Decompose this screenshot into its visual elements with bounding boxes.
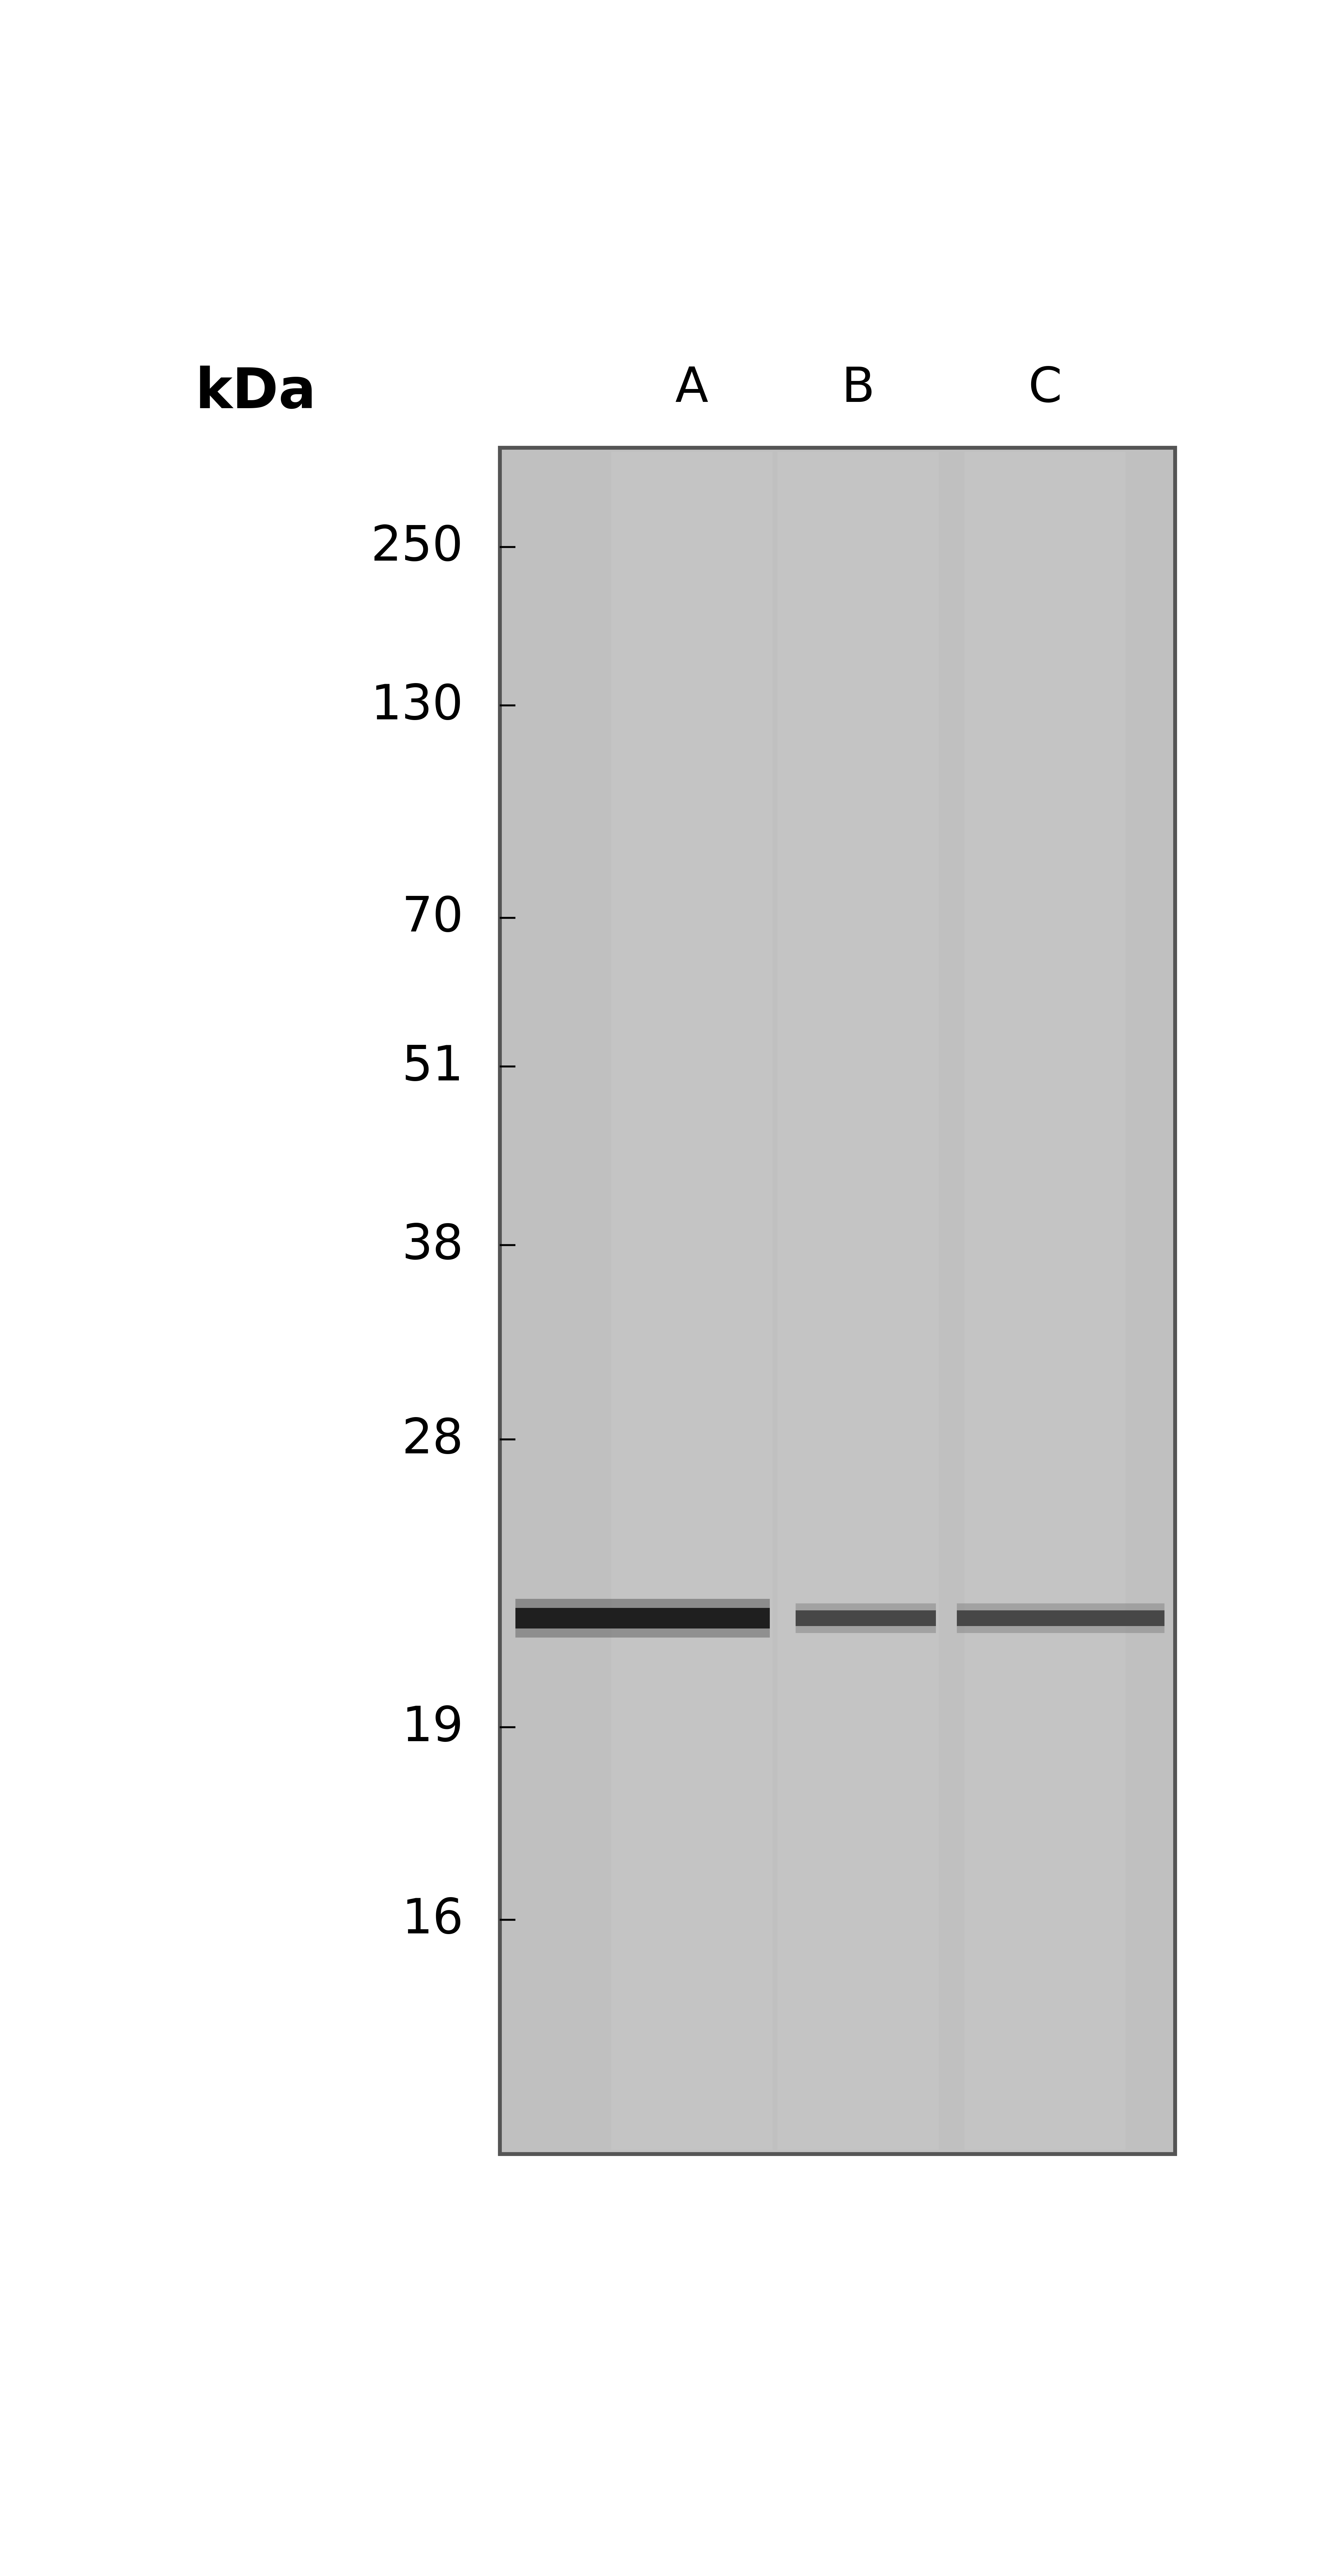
FancyBboxPatch shape <box>957 1610 1164 1625</box>
FancyBboxPatch shape <box>516 1600 769 1607</box>
FancyBboxPatch shape <box>516 1607 769 1628</box>
Text: 250: 250 <box>371 523 464 572</box>
Text: 38: 38 <box>402 1221 464 1270</box>
Text: 51: 51 <box>402 1043 464 1090</box>
FancyBboxPatch shape <box>611 451 772 2151</box>
FancyBboxPatch shape <box>965 451 1126 2151</box>
Text: 16: 16 <box>402 1896 464 1942</box>
FancyBboxPatch shape <box>957 1625 1164 1633</box>
FancyBboxPatch shape <box>796 1610 935 1625</box>
FancyBboxPatch shape <box>777 451 938 2151</box>
FancyBboxPatch shape <box>516 1628 769 1638</box>
Text: C: C <box>1028 366 1061 412</box>
Text: A: A <box>675 366 709 412</box>
Text: 130: 130 <box>371 683 464 729</box>
Text: 70: 70 <box>402 894 464 943</box>
FancyBboxPatch shape <box>796 1625 935 1633</box>
FancyBboxPatch shape <box>957 1602 1164 1610</box>
Text: B: B <box>842 366 875 412</box>
Text: kDa: kDa <box>196 366 316 420</box>
FancyBboxPatch shape <box>500 448 1175 2154</box>
FancyBboxPatch shape <box>796 1602 935 1610</box>
Text: 28: 28 <box>402 1417 464 1463</box>
Text: 19: 19 <box>402 1703 464 1752</box>
